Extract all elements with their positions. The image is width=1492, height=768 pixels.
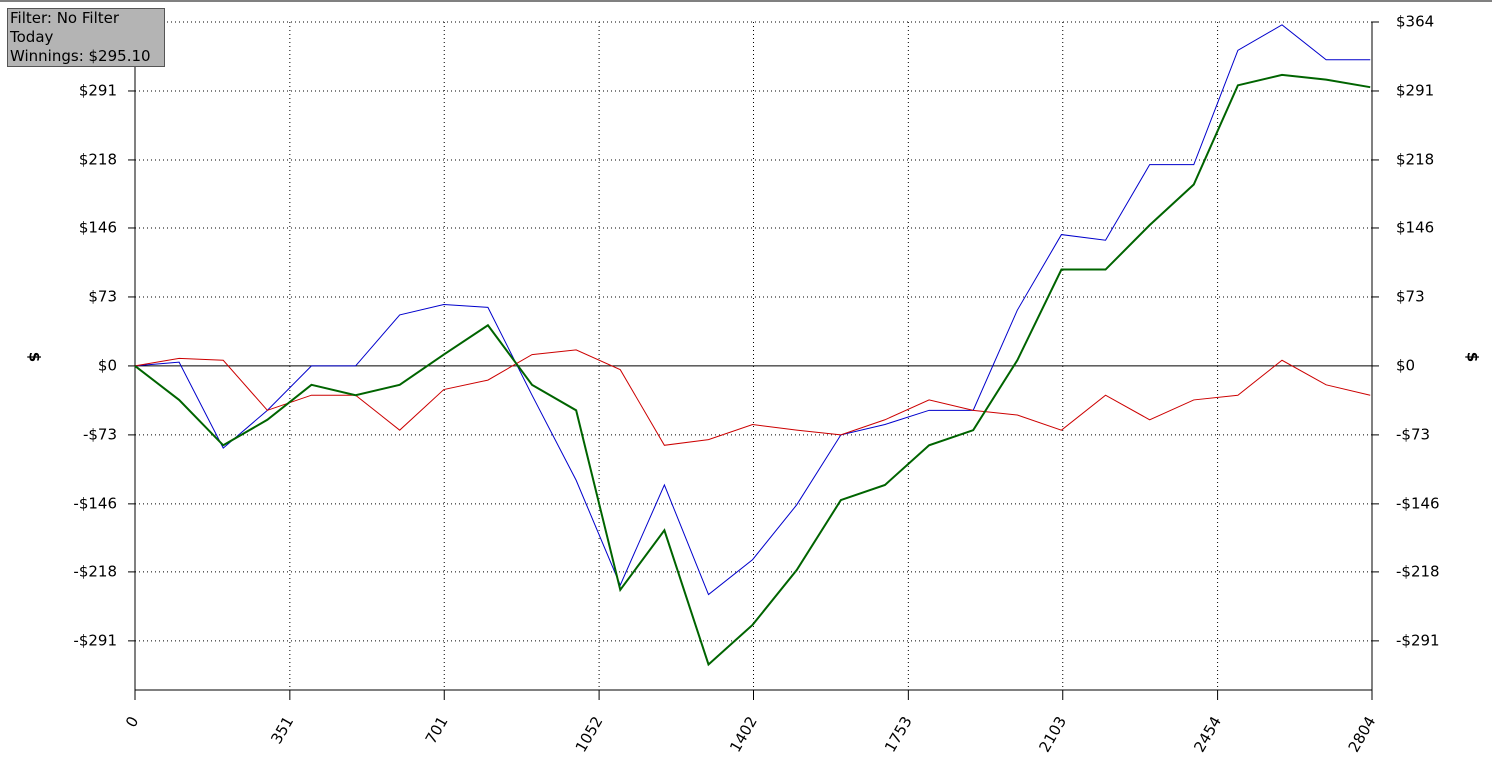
y-tick-label: $0: [98, 356, 117, 374]
y2-tick-label: $73: [1396, 287, 1425, 305]
y-tick-label: $218: [79, 150, 117, 168]
x-tick-label: 0: [122, 713, 142, 730]
y-tick-label: -$73: [83, 425, 117, 443]
period-label: Today: [10, 28, 54, 46]
y-tick-label: $146: [79, 218, 117, 236]
x-tick-label: 1753: [881, 713, 916, 755]
y2-tick-label: -$218: [1396, 562, 1440, 580]
y2-axis-label: $: [1464, 352, 1482, 362]
y-tick-label: $291: [79, 81, 117, 99]
winnings-label: Winnings: $295.10: [10, 47, 151, 65]
filter-label: Filter: No Filter: [10, 9, 120, 27]
y2-tick-label: -$291: [1396, 631, 1440, 649]
y-axis-label: $: [26, 352, 44, 362]
x-tick-label: 1402: [726, 713, 761, 755]
y-tick-label: -$218: [73, 562, 117, 580]
y2-tick-label: $0: [1396, 356, 1415, 374]
y2-tick-label: $146: [1396, 218, 1434, 236]
x-tick-label: 1052: [572, 713, 607, 755]
x-tick-label: 2103: [1035, 713, 1070, 755]
series-line: [134, 73, 1371, 667]
y-tick-label: -$146: [73, 494, 117, 512]
y2-tick-label: $364: [1396, 13, 1434, 31]
y2-tick-label: -$146: [1396, 494, 1440, 512]
x-tick-label: 351: [267, 713, 297, 747]
info-box: Filter: No Filter Today Winnings: $295.1…: [7, 8, 165, 67]
x-tick-label: 2454: [1190, 713, 1225, 755]
y-tick-label: $73: [88, 287, 117, 305]
y2-tick-label: -$73: [1396, 425, 1430, 443]
x-tick-label: 2804: [1345, 713, 1380, 755]
y2-tick-label: $218: [1396, 150, 1434, 168]
x-tick-label: 701: [422, 713, 452, 747]
y-tick-label: -$291: [73, 631, 117, 649]
series-line: [134, 24, 1371, 596]
y2-tick-label: $291: [1396, 81, 1434, 99]
series-line: [134, 349, 1371, 446]
